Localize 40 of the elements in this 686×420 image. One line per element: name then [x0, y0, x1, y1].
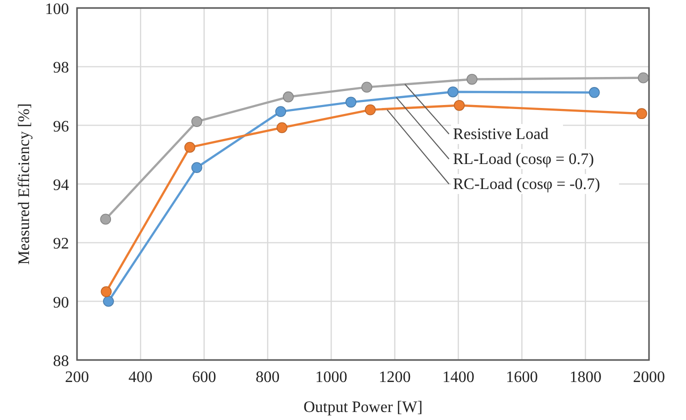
y-tick-label: 88: [53, 353, 69, 370]
x-tick-label: 2000: [633, 369, 665, 386]
y-tick-label: 100: [45, 1, 69, 18]
point: [636, 108, 648, 120]
point: [100, 214, 112, 225]
point: [345, 96, 356, 108]
point: [100, 286, 112, 298]
x-tick-label: 800: [256, 369, 280, 386]
x-tick-label: 400: [128, 369, 153, 386]
y-tick-label: 98: [53, 60, 69, 77]
point: [276, 122, 288, 134]
x-tick-label: 1000: [315, 369, 348, 386]
y-tick-label: 92: [53, 236, 69, 253]
x-tick-label: 1200: [378, 369, 411, 386]
point: [103, 296, 114, 307]
point: [275, 106, 286, 117]
x-tick-label: 1600: [506, 369, 538, 386]
x-tick-label: 200: [65, 369, 89, 386]
annotation: RL-Load (cosφ = 0.7): [453, 151, 594, 168]
x-axis-title: Output Power [W]: [303, 399, 423, 416]
point: [191, 162, 202, 174]
x-tick-label: 1400: [442, 369, 474, 386]
y-tick-label: 96: [53, 118, 69, 136]
point: [184, 142, 196, 153]
y-axis-title: Measured Efficiency [%]: [16, 103, 33, 265]
point: [364, 104, 376, 116]
y-tick-label: 90: [53, 294, 69, 312]
point: [447, 86, 458, 98]
point: [191, 116, 202, 127]
annotation: RC-Load (cosφ = -0.7): [453, 176, 600, 193]
point: [454, 100, 465, 111]
point: [638, 72, 649, 84]
point: [282, 91, 294, 102]
annotation: Resistive Load: [453, 126, 549, 143]
point: [361, 82, 372, 93]
x-tick-label: 600: [192, 369, 216, 386]
point: [466, 74, 478, 85]
y-tick-label: 94: [53, 177, 69, 194]
point: [588, 87, 600, 98]
x-tick-label: 1800: [569, 369, 602, 386]
